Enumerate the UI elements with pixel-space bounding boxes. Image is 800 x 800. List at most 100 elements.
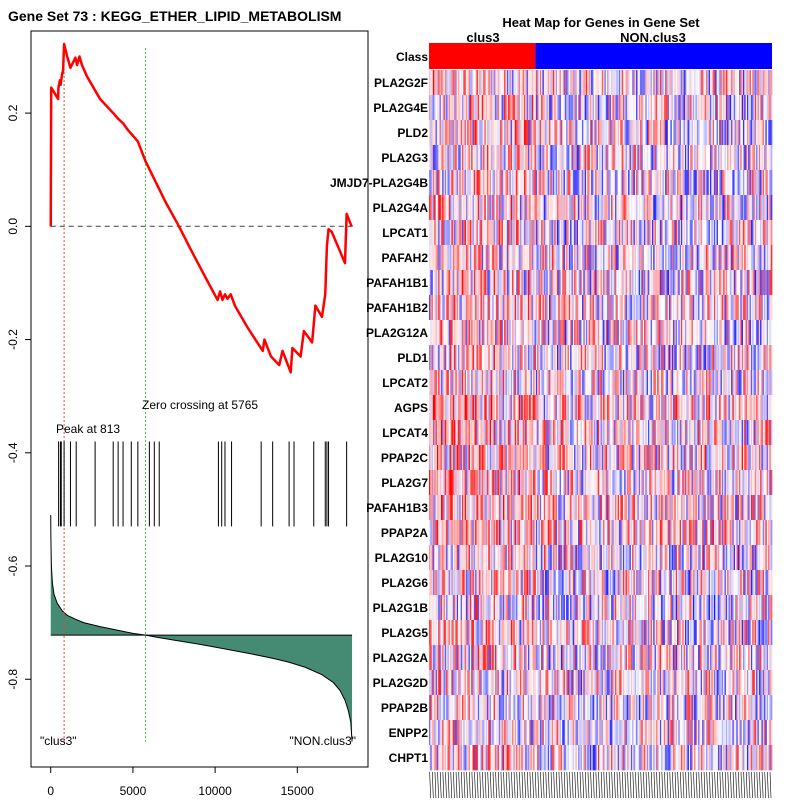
heatmap-cell [455, 70, 458, 96]
heatmap-cell [450, 395, 452, 421]
heatmap-cell [707, 120, 710, 146]
heatmap-cell [647, 170, 650, 196]
heatmap-cell [518, 70, 521, 96]
heatmap-cell [642, 445, 645, 471]
heatmap-cell [455, 270, 458, 296]
heatmap-cell [754, 470, 757, 496]
heatmap-cell [526, 145, 529, 171]
heatmap-cell [690, 195, 692, 221]
heatmap-cell [645, 495, 648, 521]
heatmap-cell [556, 295, 559, 321]
heatmap-cell [667, 495, 670, 521]
heatmap-cell [613, 270, 616, 296]
heatmap-cell [745, 145, 748, 171]
heatmap-cell [454, 245, 456, 271]
heatmap-cell [679, 145, 682, 171]
heatmap-cell [580, 170, 583, 196]
heatmap-cell [432, 395, 435, 421]
heatmap-cell [654, 270, 657, 296]
heatmap-cell [673, 320, 675, 346]
heatmap-cell [443, 395, 446, 421]
heatmap-cell [724, 495, 727, 521]
heatmap-cell [539, 345, 542, 371]
heatmap-cell [473, 395, 476, 421]
heatmap-cell [493, 345, 496, 371]
heatmap-cell [616, 270, 618, 296]
heatmap-cell [741, 470, 744, 496]
heatmap-cell [547, 195, 550, 221]
heatmap-cell [545, 345, 547, 371]
heatmap-cell [760, 170, 762, 196]
heatmap-cell [554, 195, 556, 221]
heatmap-cell [637, 195, 640, 221]
heatmap-cell [679, 70, 682, 96]
heatmap-cell [501, 270, 504, 296]
heatmap-cell [538, 270, 541, 296]
heatmap-cell [754, 195, 757, 221]
heatmap-cell [463, 320, 465, 346]
heatmap-cell [549, 170, 551, 196]
heatmap-cell [605, 520, 608, 546]
heatmap-cell [694, 520, 696, 546]
heatmap-cell [624, 420, 626, 446]
heatmap-cell [500, 320, 502, 346]
heatmap-cell [638, 245, 641, 271]
heatmap-cell [556, 120, 559, 146]
heatmap-cell [719, 245, 721, 271]
heatmap-cell [665, 220, 667, 246]
heatmap-cell [444, 195, 447, 221]
heatmap-cell [504, 270, 506, 296]
heatmap-cell [611, 295, 613, 321]
heatmap-cell [750, 370, 753, 396]
heatmap-cell [591, 395, 593, 421]
heatmap-cell [690, 245, 692, 271]
heatmap-cell [498, 295, 501, 321]
heatmap-cell [488, 170, 491, 196]
heatmap-cell [694, 370, 696, 396]
heatmap-cell [578, 270, 580, 296]
heatmap-cell [535, 495, 538, 521]
heatmap-cell [626, 420, 629, 446]
heatmap-cell [702, 470, 704, 496]
heatmap-cell [512, 420, 514, 446]
class-bar-clus3 [429, 43, 536, 69]
heatmap-cell [684, 70, 687, 96]
heatmap-cell [740, 470, 743, 496]
heatmap-cell [436, 420, 439, 446]
heatmap-cell [667, 370, 670, 396]
heatmap-cell [745, 495, 748, 521]
heatmap-cell [735, 170, 737, 196]
heatmap-cell [582, 145, 584, 171]
heatmap-cell [647, 245, 650, 271]
heatmap-cell [484, 95, 487, 121]
heatmap-cell [762, 270, 765, 296]
heatmap-cell [642, 520, 645, 546]
heatmap-cell [545, 445, 547, 471]
heatmap-cell [686, 295, 688, 321]
heatmap-cell [703, 120, 706, 146]
heatmap-cell [749, 320, 752, 346]
heatmap-cell [758, 70, 761, 96]
heatmap-cell [675, 370, 678, 396]
heatmap-cell [501, 520, 504, 546]
heatmap-cell [733, 470, 736, 496]
heatmap-cell [484, 120, 487, 146]
heatmap-cell [662, 170, 665, 196]
heatmap-cell [708, 395, 711, 421]
heatmap-cell [439, 95, 442, 121]
heatmap-cell [690, 420, 692, 446]
heatmap-cell [716, 220, 719, 246]
heatmap-cell [504, 470, 506, 496]
heatmap-cell [484, 270, 487, 296]
heatmap-cell [632, 95, 634, 121]
heatmap-cell [597, 395, 600, 421]
heatmap-cell [749, 295, 752, 321]
x-tick-label: 10000 [198, 784, 232, 798]
heatmap-cell [448, 420, 451, 446]
heatmap-cell [429, 520, 431, 546]
heatmap-cell [659, 395, 662, 421]
heatmap-cell [492, 245, 494, 271]
heatmap-cell [517, 270, 520, 296]
heatmap-cell [661, 95, 663, 121]
heatmap-cell [723, 520, 725, 546]
